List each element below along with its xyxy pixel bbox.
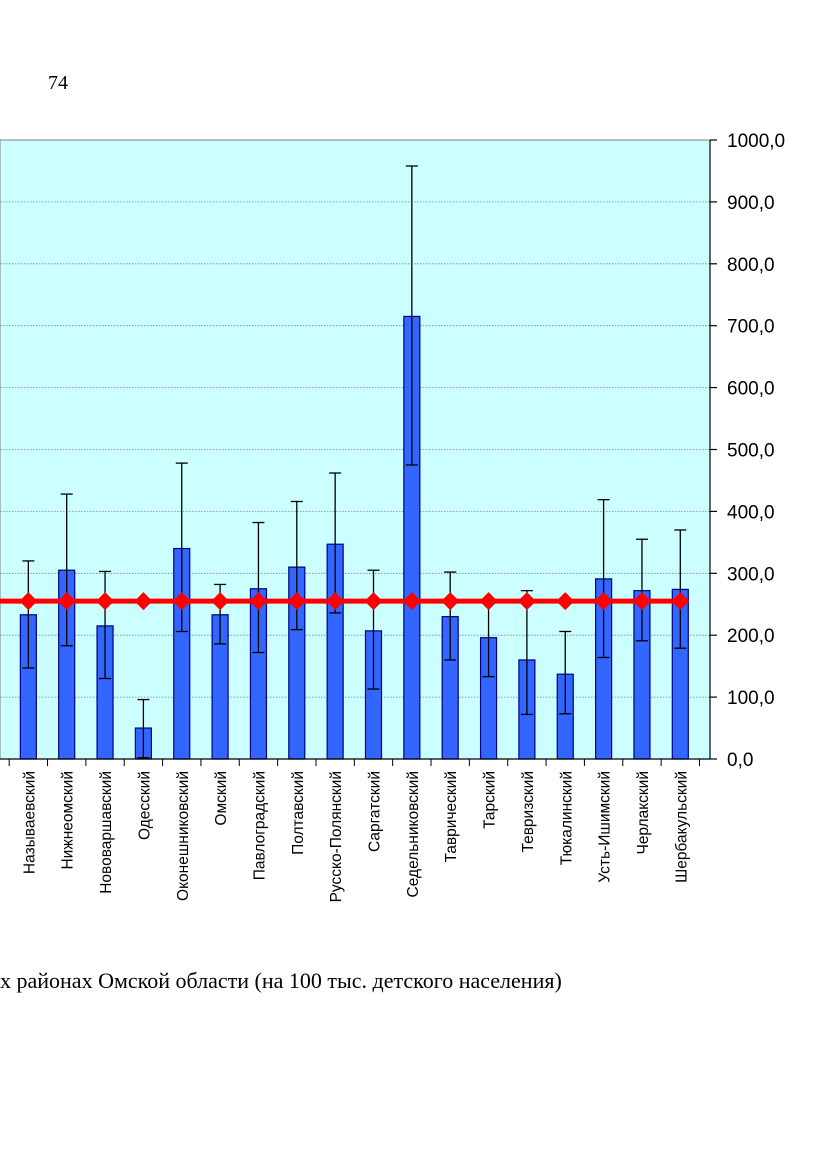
- error-bar: [444, 571, 457, 661]
- x-tick-label: Тарский: [482, 771, 499, 829]
- error-bar: [137, 698, 150, 759]
- page-number: 74: [48, 72, 68, 94]
- reference-marker: [211, 592, 230, 611]
- y-tick-label: 400,0: [727, 502, 775, 523]
- x-tick-label: Таврический: [443, 771, 460, 862]
- reference-marker: [441, 592, 460, 611]
- y-tick-label: 900,0: [727, 193, 775, 214]
- x-tick-label: Одесский: [136, 771, 153, 840]
- y-tick-label: 1000,0: [727, 131, 785, 152]
- reference-marker: [517, 592, 536, 611]
- reference-marker: [364, 592, 383, 611]
- reference-marker: [134, 592, 153, 611]
- y-tick-label: 800,0: [727, 255, 775, 276]
- x-tick-label: Черлакский: [635, 771, 652, 855]
- reference-marker: [249, 592, 268, 611]
- error-bar: [367, 569, 380, 690]
- x-tick-label: Шербакульский: [673, 771, 690, 883]
- x-tick-label: Полтавский: [290, 771, 307, 855]
- x-tick-label: Оконешниковский: [175, 771, 192, 901]
- y-tick-label: 600,0: [727, 379, 775, 400]
- reference-marker: [57, 592, 76, 611]
- error-bar: [99, 570, 112, 680]
- error-bar: [22, 560, 35, 669]
- figure-caption: х районах Омской области (на 100 тыс. де…: [0, 968, 562, 993]
- x-tick-label: Саргатский: [367, 771, 384, 852]
- reference-marker: [19, 592, 38, 611]
- error-bar: [60, 493, 73, 647]
- x-tick-label: Тевризский: [520, 771, 537, 853]
- error-bar: [405, 165, 418, 466]
- error-bar: [252, 521, 265, 654]
- reference-marker: [326, 592, 345, 611]
- error-bar: [635, 538, 648, 642]
- reference-marker: [671, 592, 690, 611]
- error-bar: [674, 529, 687, 649]
- y-tick-label: 100,0: [727, 688, 775, 709]
- error-bar: [597, 498, 610, 659]
- reference-marker: [632, 592, 651, 611]
- y-tick-label: 0,0: [727, 750, 753, 771]
- error-bar: [329, 472, 342, 614]
- reference-marker: [96, 592, 115, 611]
- bar-chart: 0,0 100,0 200,0 300,0 400,0 500,0 600,0 700,0 80…: [0, 131, 785, 902]
- x-tick-label: Павлоградский: [251, 771, 268, 880]
- reference-marker: [479, 592, 498, 611]
- x-tick-label: Омский: [213, 771, 230, 826]
- error-bar: [520, 589, 533, 716]
- y-tick-label: 300,0: [727, 564, 775, 585]
- reference-marker: [594, 592, 613, 611]
- x-tick-label: Русско-Полянский: [328, 771, 345, 902]
- x-tick-label: Нижнеомский: [60, 771, 77, 870]
- x-tick-label: Тюкалинский: [558, 771, 575, 865]
- reference-marker: [402, 592, 421, 611]
- error-bar: [559, 630, 572, 715]
- reference-marker: [287, 592, 306, 611]
- reference-marker: [172, 592, 191, 611]
- y-tick-label: 500,0: [727, 441, 775, 462]
- x-tick-label: Называевский: [21, 771, 38, 874]
- y-tick-label: 200,0: [727, 626, 775, 647]
- y-tick-label: 700,0: [727, 317, 775, 338]
- x-tick-label: Усть-Ишимский: [597, 771, 614, 883]
- x-tick-label: Седельниковский: [405, 771, 422, 897]
- x-tick-label: Нововаршавский: [98, 771, 115, 894]
- reference-marker: [556, 592, 575, 611]
